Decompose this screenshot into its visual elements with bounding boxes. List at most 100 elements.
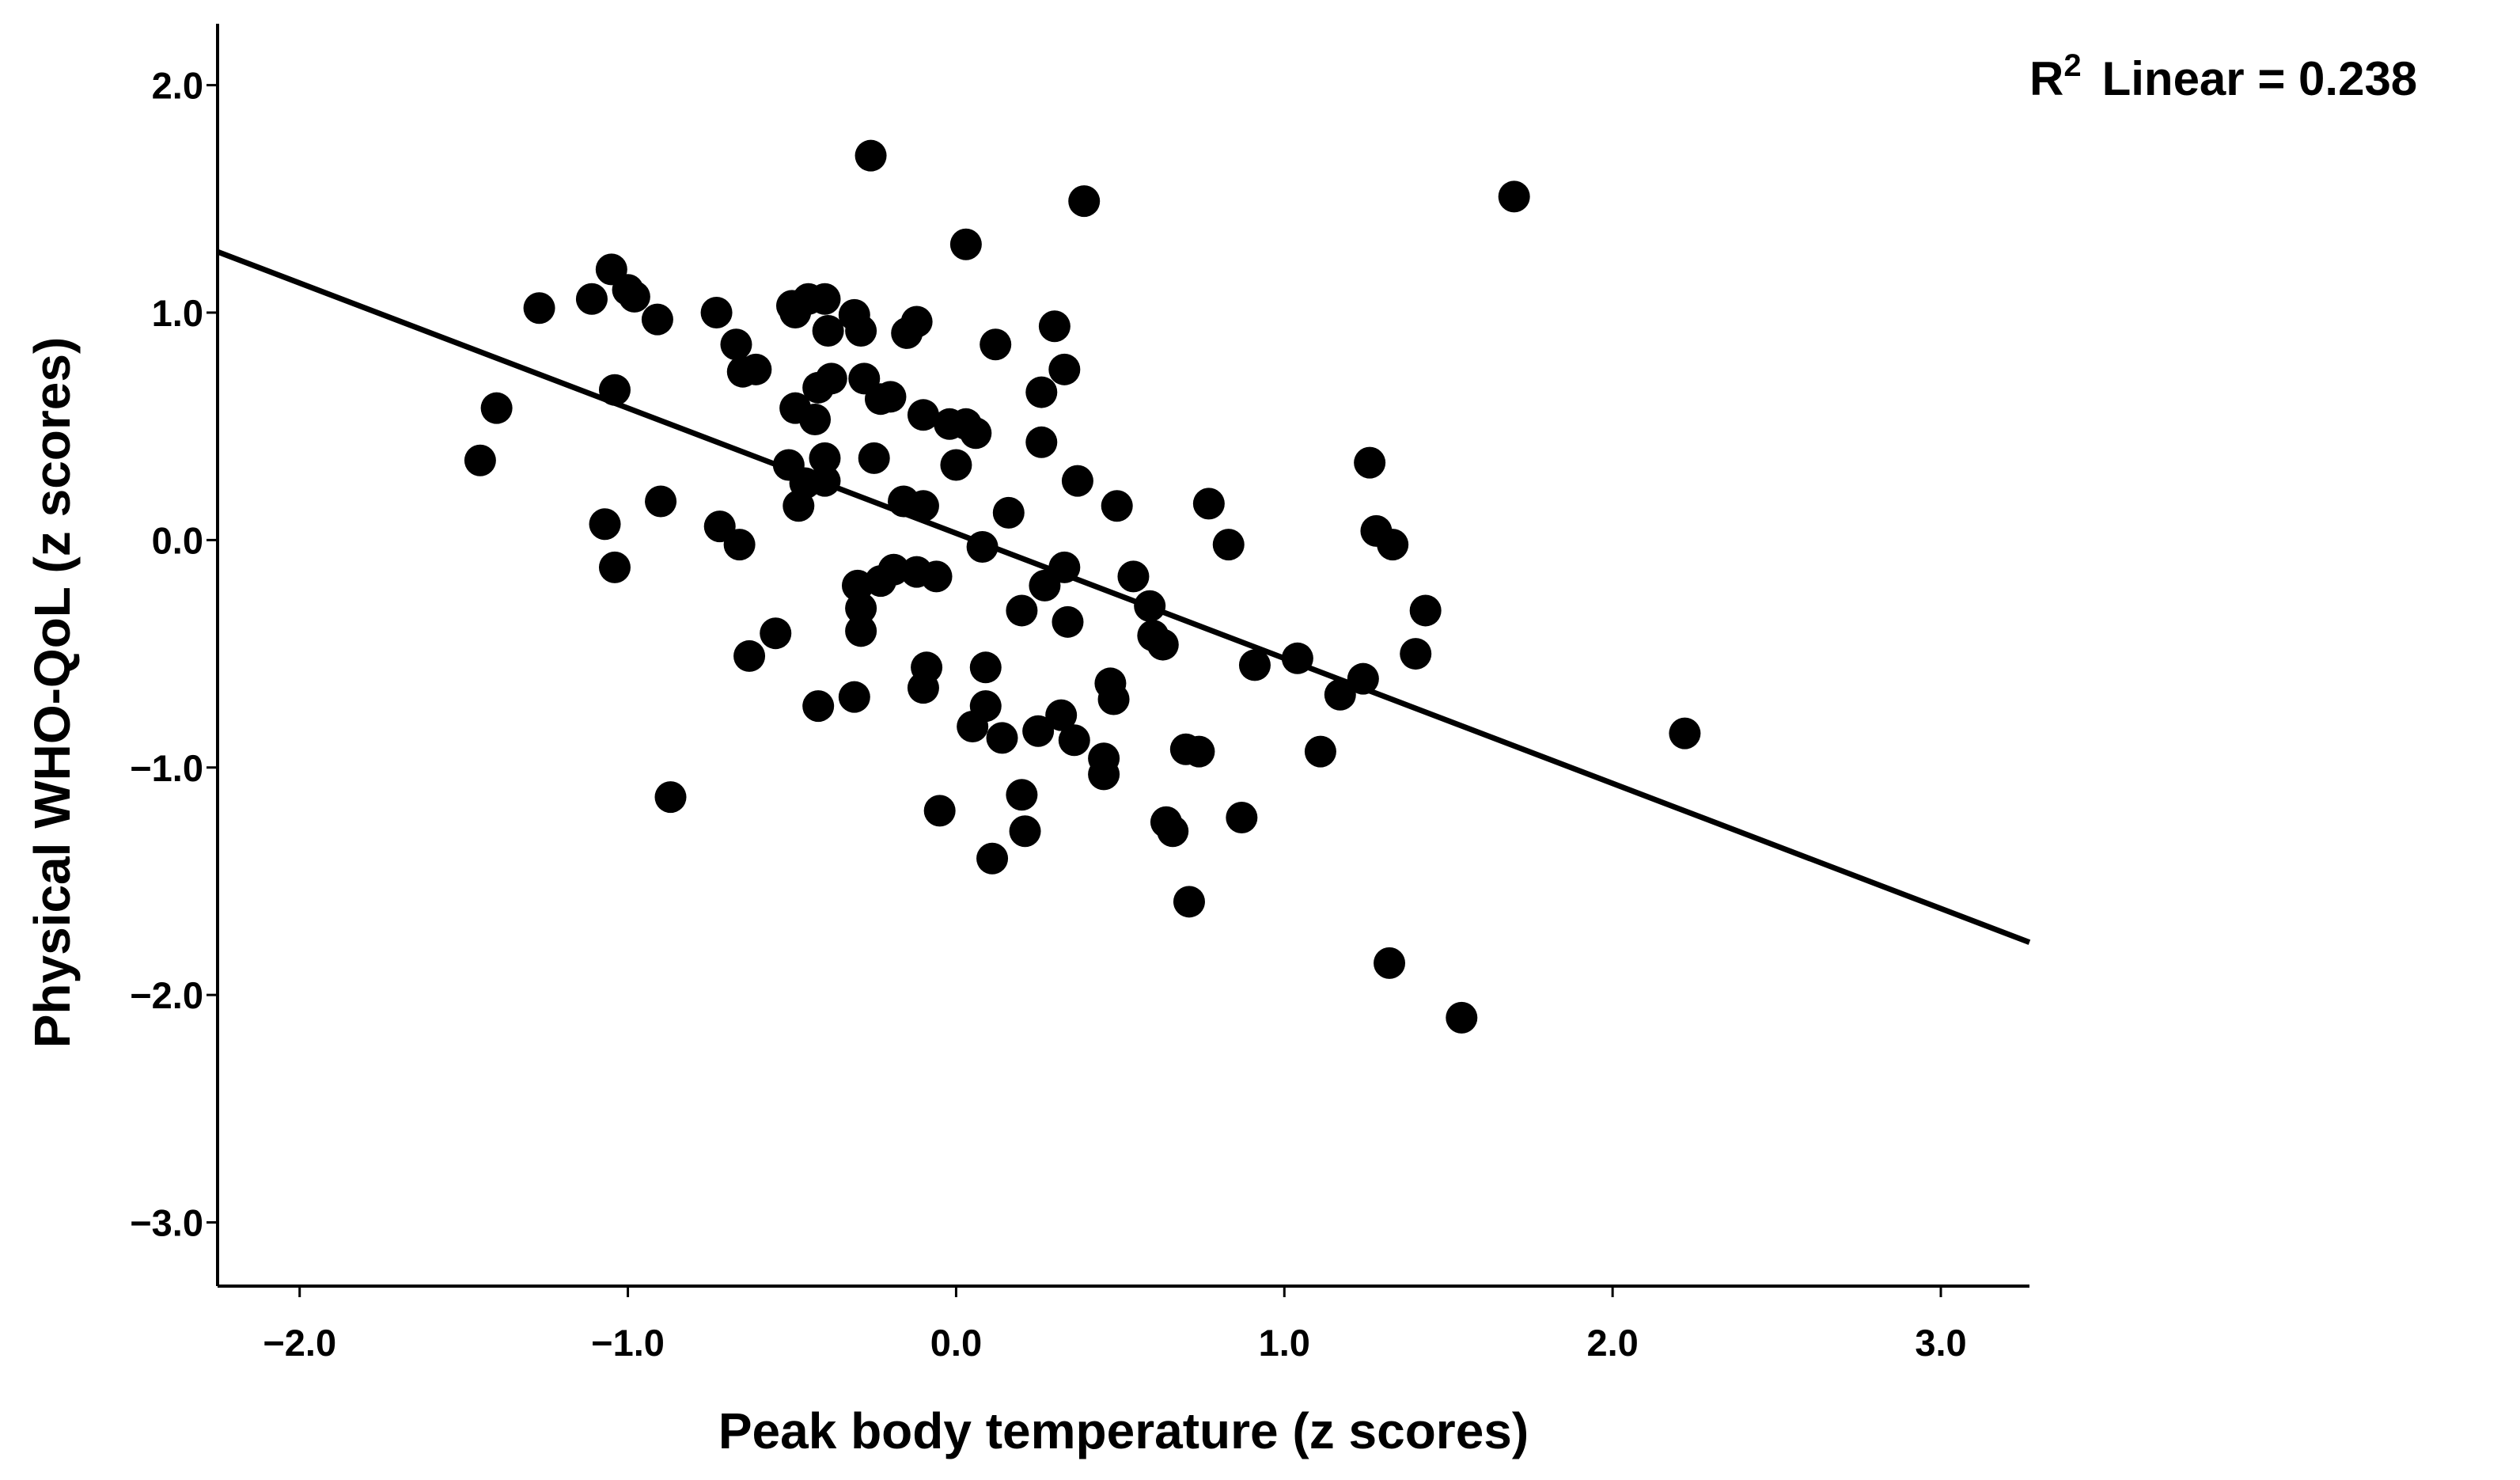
- data-point: [720, 328, 752, 361]
- data-point: [589, 508, 621, 541]
- data-point: [845, 314, 877, 347]
- data-point: [1409, 594, 1442, 627]
- fit-line: [216, 249, 2031, 945]
- data-point: [1354, 446, 1386, 479]
- data-point: [802, 690, 835, 723]
- data-point: [480, 392, 513, 424]
- data-point: [1157, 815, 1189, 848]
- data-point: [891, 317, 923, 349]
- data-point: [1058, 724, 1090, 757]
- data-point: [1101, 490, 1133, 522]
- data-point: [1006, 779, 1038, 811]
- x-tick-label: 1.0: [1259, 1322, 1310, 1364]
- x-tick-label: −1.0: [591, 1322, 665, 1364]
- data-point: [1498, 180, 1530, 213]
- data-point: [645, 485, 677, 518]
- data-point: [812, 314, 844, 347]
- data-point: [969, 651, 1002, 684]
- data-point: [799, 404, 832, 436]
- data-point: [1048, 353, 1081, 385]
- y-tick-label: −2.0: [130, 974, 203, 1016]
- data-point: [960, 417, 992, 450]
- data-point: [1446, 1001, 1478, 1034]
- data-point: [858, 442, 890, 474]
- data-point: [1025, 426, 1058, 458]
- data-point: [783, 490, 815, 522]
- data-point: [654, 781, 687, 814]
- data-point: [949, 228, 982, 260]
- data-point: [845, 592, 877, 624]
- data-point: [1068, 185, 1101, 218]
- y-tick-label: 1.0: [152, 292, 203, 334]
- data-point: [1173, 886, 1205, 918]
- y-tick-label: −3.0: [130, 1202, 203, 1244]
- r-squared-superscript: 2: [2063, 48, 2081, 83]
- data-point: [464, 444, 496, 476]
- x-tick-label: 0.0: [930, 1322, 982, 1364]
- data-point: [976, 842, 1009, 875]
- data-point: [733, 639, 766, 672]
- x-axis-title: Peak body temperature (z scores): [718, 1402, 1529, 1459]
- data-point: [1117, 560, 1150, 593]
- data-point: [845, 615, 877, 647]
- data-point: [1025, 376, 1058, 408]
- data-point: [575, 283, 608, 315]
- data-point: [838, 681, 870, 713]
- x-tick-label: 3.0: [1915, 1322, 1966, 1364]
- x-tick-label: 2.0: [1586, 1322, 1638, 1364]
- data-point: [874, 381, 907, 413]
- data-point: [855, 139, 887, 172]
- data-point: [1009, 815, 1041, 848]
- data-point: [1097, 683, 1130, 715]
- x-axis-ticks: −2.0 −1.0 0.0 1.0 2.0 3.0: [263, 1286, 1967, 1364]
- data-point: [992, 496, 1025, 529]
- data-point: [1238, 649, 1271, 681]
- data-point: [986, 722, 1018, 754]
- r-squared-annotation: R2 Linear = 0.238: [2029, 48, 2417, 105]
- r-squared-text: Linear = 0.238: [2102, 52, 2418, 105]
- y-axis-ticks: 2.0 1.0 0.0 −1.0 −2.0 −3.0: [130, 65, 218, 1244]
- data-point: [1022, 715, 1055, 747]
- data-point: [920, 560, 953, 593]
- data-point: [1304, 735, 1336, 768]
- data-point: [1212, 529, 1245, 561]
- data-point: [809, 283, 841, 315]
- data-point: [1324, 678, 1356, 711]
- data-point: [523, 292, 555, 324]
- data-point: [877, 553, 910, 586]
- data-point: [1400, 638, 1432, 670]
- data-point: [809, 442, 841, 474]
- data-point: [907, 399, 939, 431]
- data-point: [740, 353, 772, 385]
- data-point: [1226, 801, 1258, 833]
- data-point: [1146, 628, 1179, 661]
- data-point: [1183, 735, 1215, 768]
- data-point: [815, 362, 847, 395]
- data-point: [1669, 717, 1701, 749]
- data-point: [1192, 488, 1225, 520]
- data-point: [980, 328, 1012, 361]
- data-point: [940, 449, 972, 481]
- data-point: [760, 617, 792, 650]
- y-tick-label: 0.0: [152, 519, 203, 561]
- y-tick-label: 2.0: [152, 65, 203, 107]
- data-point: [907, 672, 939, 704]
- data-point: [1006, 594, 1038, 627]
- data-point: [923, 795, 956, 827]
- data-point: [1038, 310, 1071, 343]
- data-point: [1052, 605, 1084, 638]
- y-axis-title: Physical WHO-QoL (z scores): [24, 337, 81, 1049]
- data-point: [1374, 947, 1406, 979]
- data-point: [907, 490, 939, 522]
- data-point: [1045, 699, 1078, 731]
- data-point: [848, 362, 881, 395]
- data-point: [1377, 529, 1409, 561]
- data-point: [618, 280, 650, 313]
- y-tick-label: −1.0: [130, 747, 203, 789]
- r-squared-prefix: R: [2029, 52, 2063, 105]
- data-point: [641, 303, 673, 336]
- x-tick-label: −2.0: [263, 1322, 336, 1364]
- points-layer: [464, 139, 1701, 1034]
- data-point: [957, 711, 989, 743]
